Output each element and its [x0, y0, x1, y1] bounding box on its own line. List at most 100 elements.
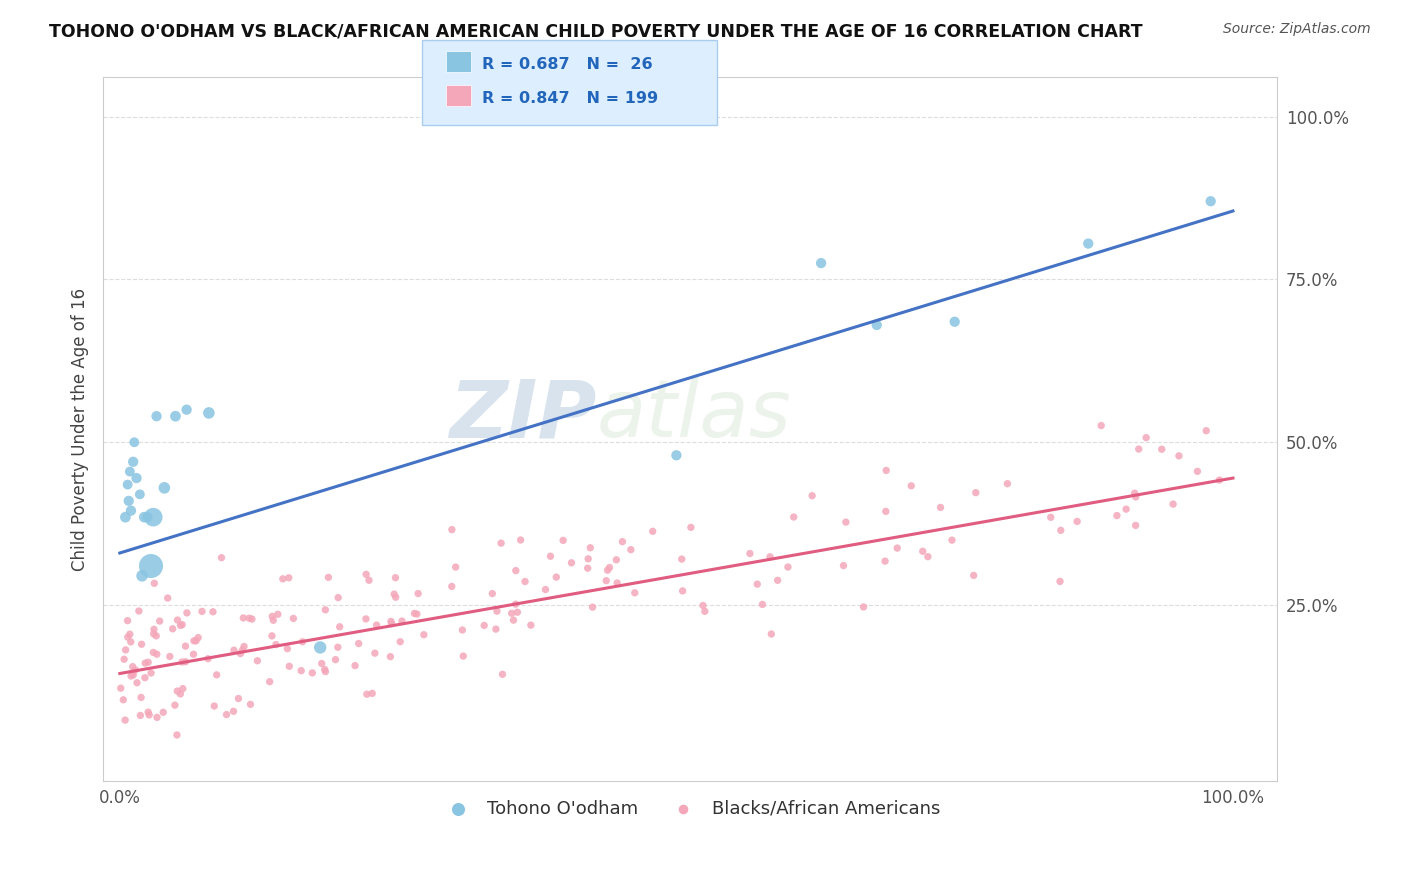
Point [1168, 449, 1191, 463]
Point [134, 656, 156, 670]
Text: Source: ZipAtlas.com: Source: ZipAtlas.com [1223, 22, 1371, 37]
Point [1125, 518, 1147, 533]
Point [267, 607, 290, 622]
Point [187, 631, 209, 645]
Point [124, 435, 146, 450]
Point [110, 681, 132, 696]
Point [534, 582, 557, 597]
Point [444, 560, 467, 574]
Point [162, 622, 184, 636]
Point [231, 643, 253, 657]
Point [122, 668, 145, 682]
Point [576, 552, 599, 566]
Point [1123, 486, 1146, 500]
Point [202, 698, 225, 713]
Point [672, 583, 695, 598]
Point [314, 603, 336, 617]
Y-axis label: Child Poverty Under the Age of 16: Child Poverty Under the Age of 16 [72, 287, 89, 571]
Point [260, 629, 283, 643]
Point [121, 659, 143, 673]
Point [404, 607, 426, 621]
Point [671, 552, 693, 566]
Point [612, 534, 634, 549]
Point [886, 541, 908, 555]
Point [354, 612, 377, 626]
Point [391, 614, 413, 628]
Point [165, 409, 187, 424]
Point [134, 671, 156, 685]
Point [311, 657, 333, 671]
Point [120, 669, 142, 683]
Point [328, 591, 350, 605]
Point [240, 612, 263, 626]
Point [159, 649, 181, 664]
Point [138, 708, 160, 723]
Point [176, 606, 198, 620]
Point [761, 627, 783, 641]
Point [163, 698, 186, 713]
Point [228, 691, 250, 706]
Text: R = 0.847   N = 199: R = 0.847 N = 199 [482, 91, 658, 105]
Point [129, 690, 152, 705]
Point [184, 633, 207, 648]
Point [156, 591, 179, 605]
Point [832, 558, 855, 573]
Point [1208, 473, 1230, 487]
Point [198, 406, 221, 420]
Point [222, 643, 245, 657]
Point [506, 605, 529, 619]
Point [576, 561, 599, 575]
Point [205, 668, 228, 682]
Point [131, 637, 153, 651]
Point [835, 515, 858, 529]
Point [502, 613, 524, 627]
Point [201, 605, 224, 619]
Point [238, 611, 260, 625]
Point [766, 574, 789, 588]
Point [917, 549, 939, 564]
Point [233, 640, 256, 654]
Point [117, 477, 139, 491]
Point [136, 705, 159, 719]
Point [382, 587, 405, 601]
Point [505, 564, 527, 578]
Point [344, 658, 367, 673]
Point [1049, 574, 1071, 589]
Point [451, 623, 474, 637]
Point [553, 533, 575, 548]
Point [262, 613, 284, 627]
Point [997, 476, 1019, 491]
Point [1090, 418, 1112, 433]
Point [513, 574, 536, 589]
Point [114, 510, 136, 524]
Point [276, 641, 298, 656]
Point [246, 654, 269, 668]
Point [174, 655, 197, 669]
Point [118, 627, 141, 641]
Point [389, 634, 412, 648]
Point [118, 465, 141, 479]
Point [139, 665, 162, 680]
Point [112, 652, 135, 666]
Point [538, 549, 561, 564]
Point [873, 554, 896, 568]
Point [325, 652, 347, 666]
Point [520, 618, 543, 632]
Point [485, 622, 508, 636]
Point [783, 510, 806, 524]
Point [776, 560, 799, 574]
Point [146, 710, 169, 724]
Point [197, 651, 219, 665]
Point [581, 600, 603, 615]
Point [380, 615, 402, 629]
Point [125, 675, 148, 690]
Text: ZIP: ZIP [449, 376, 596, 454]
Point [751, 598, 773, 612]
Point [174, 639, 197, 653]
Point [1187, 464, 1209, 478]
Text: R = 0.687   N =  26: R = 0.687 N = 26 [482, 57, 652, 71]
Point [406, 586, 429, 600]
Point [481, 586, 503, 600]
Point [747, 577, 769, 591]
Point [143, 576, 166, 591]
